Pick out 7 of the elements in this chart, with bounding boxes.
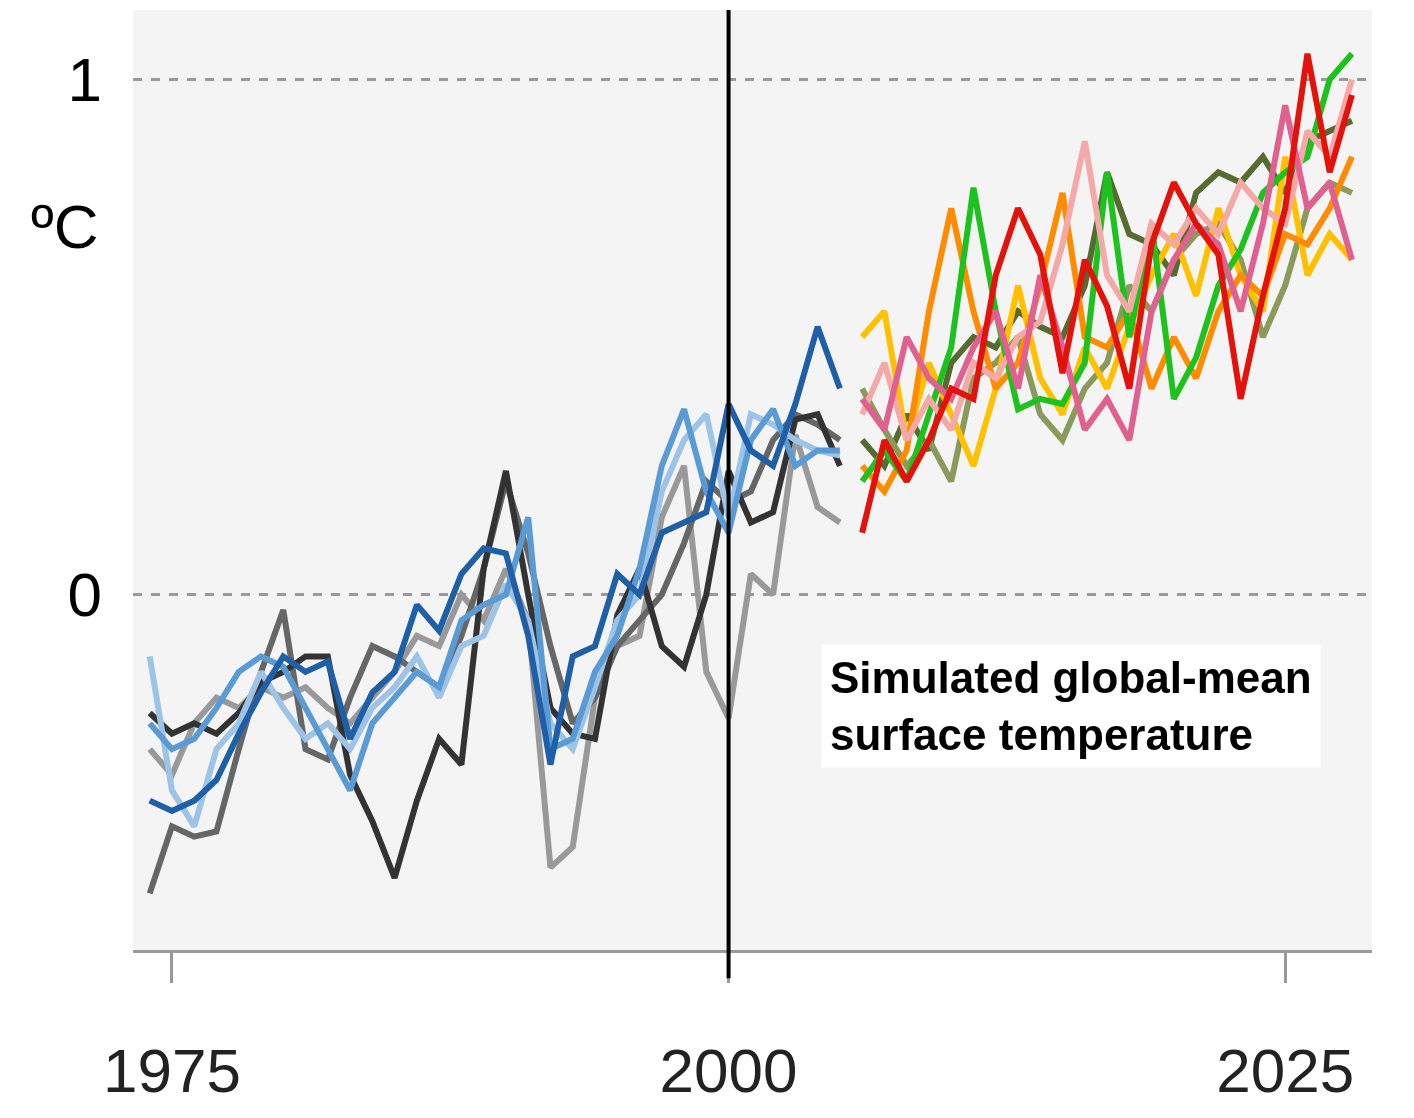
y-tick-label: 1 xyxy=(67,45,102,115)
y-axis-title: ºC xyxy=(31,192,99,261)
x-tick-label: 2025 xyxy=(1216,1036,1355,1106)
x-tick-label: 1975 xyxy=(102,1036,241,1106)
annotation: Simulated global-mean surface temperature xyxy=(830,653,1312,760)
x-tick-label: 2000 xyxy=(659,1036,798,1106)
y-tick-label: 0 xyxy=(67,560,102,630)
